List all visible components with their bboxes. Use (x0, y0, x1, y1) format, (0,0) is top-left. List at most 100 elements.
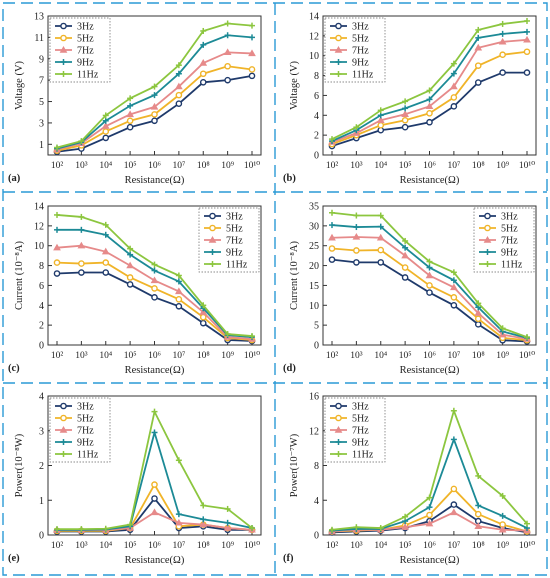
y-axis-label: Voltage (V) (14, 60, 25, 110)
data-point (426, 504, 433, 511)
data-point (175, 518, 183, 526)
data-point (175, 70, 182, 77)
legend-marker (60, 59, 67, 65)
legend-label: 5Hz (77, 34, 94, 45)
legend-label: 7Hz (226, 236, 243, 247)
x-tick-label: 10² (51, 541, 64, 551)
legend-marker (60, 71, 67, 77)
x-tick-label: 10⁸ (472, 351, 485, 361)
y-tick-label: 0 (314, 341, 319, 352)
data-point (426, 118, 433, 126)
legend-label: 5Hz (77, 414, 94, 425)
data-point (151, 429, 158, 436)
data-point (223, 524, 232, 531)
data-point (151, 83, 158, 90)
x-tick-label: 10² (326, 541, 339, 551)
y-tick-label: 2 (39, 321, 44, 332)
data-point (499, 492, 506, 499)
legend-marker (335, 22, 342, 30)
data-point (151, 408, 158, 415)
data-point (474, 510, 482, 518)
data-point (498, 525, 507, 533)
x-tick-label: 10³ (350, 161, 363, 171)
data-point (499, 51, 506, 59)
data-point (102, 221, 109, 228)
data-point (126, 117, 134, 125)
x-tick-label: 10⁴ (99, 351, 113, 361)
data-point (475, 34, 482, 41)
data-point (175, 511, 182, 518)
data-point (450, 277, 457, 284)
data-point (175, 91, 183, 99)
y-tick-label: 10 (309, 51, 319, 62)
data-point (474, 321, 482, 328)
panel-c: 0 2 4 6 8 10 12 14 10² 10³ 10⁴ 10⁵ 10⁶ 10⁷ 10⁸ 10⁹ 10¹⁰ R… (8, 202, 262, 376)
data-point (78, 138, 85, 145)
series-line (331, 71, 527, 147)
data-point (377, 223, 384, 230)
data-point (151, 285, 158, 292)
legend-marker (334, 45, 343, 53)
data-point (523, 69, 531, 76)
data-point (402, 244, 409, 251)
y-tick-label: 1 (39, 496, 44, 507)
data-point (78, 526, 85, 533)
y-tick-label: 8 (314, 71, 319, 82)
data-point (450, 508, 458, 516)
x-tick-label: 10² (326, 161, 339, 171)
data-point (475, 300, 482, 307)
panel-label: (e) (8, 553, 20, 564)
legend-label: 9Hz (77, 58, 94, 69)
data-point (450, 269, 457, 276)
legend-marker (335, 34, 342, 42)
data-point (450, 485, 458, 493)
legend-label: 5Hz (352, 414, 369, 425)
series-11Hz (329, 407, 530, 533)
x-tick-label: 10³ (75, 351, 88, 361)
series-11Hz (54, 408, 255, 533)
series-11Hz (54, 20, 255, 151)
x-tick-label: 10⁶ (423, 161, 436, 171)
legend-label: 7Hz (352, 46, 369, 57)
data-point (425, 102, 434, 110)
x-tick-label: 10² (326, 351, 339, 361)
data-point (377, 107, 384, 114)
legend-label: 3Hz (352, 402, 369, 413)
data-point (249, 525, 255, 532)
data-point (175, 82, 183, 90)
data-point (151, 111, 158, 118)
y-tick-label: 14 (34, 202, 44, 213)
x-tick-label: 10⁸ (197, 351, 210, 361)
data-point (450, 82, 458, 90)
legend-marker (60, 414, 67, 422)
data-point (249, 22, 255, 29)
legend-label: 11Hz (77, 70, 99, 81)
data-point (224, 76, 231, 84)
data-point (151, 294, 158, 301)
data-point (175, 272, 182, 279)
x-tick-label: 10⁷ (172, 351, 185, 361)
data-point (475, 26, 482, 33)
legend-marker (60, 451, 67, 457)
data-point (524, 334, 530, 341)
data-point (175, 302, 183, 310)
x-tick-label: 10⁹ (221, 161, 235, 171)
data-point (377, 121, 385, 129)
data-point (151, 481, 158, 488)
data-point (474, 522, 483, 530)
y-axis-label: Voltage (V) (289, 60, 300, 110)
legend-label: 7Hz (77, 426, 94, 437)
x-tick-label: 10⁸ (197, 161, 210, 171)
data-point (249, 333, 255, 340)
y-tick-label: 5 (314, 321, 319, 332)
data-point (402, 105, 409, 112)
x-tick-label: 10⁸ (472, 161, 485, 171)
data-point (53, 243, 61, 251)
legend-label: 7Hz (77, 46, 94, 57)
series-11Hz (329, 209, 530, 341)
data-point (102, 134, 110, 142)
